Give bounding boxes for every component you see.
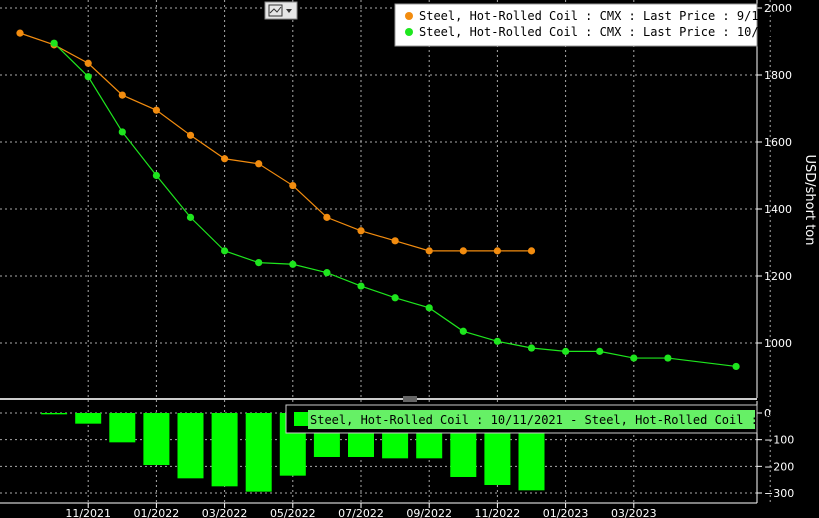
data-point bbox=[596, 347, 604, 355]
y-tick-label: −100 bbox=[764, 434, 794, 447]
data-point bbox=[664, 354, 672, 362]
series-line bbox=[53, 42, 737, 368]
bar bbox=[211, 413, 238, 487]
bar bbox=[143, 413, 170, 465]
legend-top: Steel, Hot-Rolled Coil : CMX : Last Pric… bbox=[394, 3, 809, 47]
y-axis-label: USD/short ton bbox=[802, 155, 817, 246]
data-point bbox=[459, 247, 467, 255]
data-point bbox=[323, 269, 331, 277]
data-point bbox=[357, 227, 365, 235]
data-point bbox=[221, 155, 229, 163]
data-point bbox=[732, 362, 740, 371]
x-tick-label: 01/2022 bbox=[134, 507, 180, 518]
data-point bbox=[152, 106, 160, 114]
data-point bbox=[84, 73, 92, 81]
legend-marker bbox=[405, 28, 413, 36]
data-point bbox=[50, 39, 58, 47]
data-point bbox=[186, 131, 195, 139]
data-point bbox=[255, 160, 263, 168]
bar bbox=[41, 413, 68, 415]
data-point bbox=[323, 213, 331, 221]
data-point bbox=[391, 237, 399, 245]
data-point bbox=[289, 181, 297, 190]
axis-layer: 1000 1200 1400 1600 1800 2000 0 −100 −200 −300 11/… bbox=[0, 0, 794, 518]
bar bbox=[245, 413, 272, 492]
legend-marker bbox=[405, 12, 413, 20]
bar bbox=[109, 413, 136, 443]
data-point bbox=[118, 128, 126, 136]
data-point bbox=[493, 337, 501, 345]
x-tick-label: 05/2022 bbox=[270, 507, 316, 518]
data-point bbox=[186, 213, 195, 221]
data-point bbox=[289, 260, 297, 268]
data-point bbox=[425, 247, 433, 255]
legend-box bbox=[394, 3, 758, 47]
chart-options-icon[interactable] bbox=[264, 1, 298, 20]
data-point bbox=[493, 247, 501, 255]
panel-resize-handle bbox=[403, 396, 417, 402]
data-point bbox=[16, 29, 24, 37]
data-point bbox=[630, 354, 638, 362]
data-point bbox=[152, 171, 160, 180]
data-point bbox=[562, 347, 570, 355]
x-tick-label: 09/2022 bbox=[406, 507, 452, 518]
data-point bbox=[527, 247, 536, 255]
y-tick-label: 0 bbox=[764, 407, 771, 420]
data-point bbox=[357, 282, 365, 290]
x-tick-label: 03/2022 bbox=[202, 507, 248, 518]
legend-label-background bbox=[308, 410, 755, 429]
x-tick-label: 01/2023 bbox=[543, 507, 589, 518]
legend-bottom: Steel, Hot-Rolled Coil : 10/11/2021 - St… bbox=[285, 404, 819, 434]
legend-label: Steel, Hot-Rolled Coil : CMX : Last Pric… bbox=[419, 25, 809, 39]
data-point bbox=[459, 327, 467, 335]
y-tick-label: 2000 bbox=[764, 2, 792, 15]
data-point bbox=[118, 91, 126, 99]
x-tick-label: 07/2022 bbox=[338, 507, 384, 518]
data-point bbox=[84, 59, 92, 67]
y-tick-label: −200 bbox=[764, 460, 794, 473]
y-tick-label: 1600 bbox=[764, 136, 792, 149]
y-tick-label: 1800 bbox=[764, 69, 792, 82]
data-point bbox=[255, 259, 263, 267]
data-point bbox=[221, 247, 229, 255]
y-tick-label: 1200 bbox=[764, 270, 792, 283]
legend-marker bbox=[294, 412, 308, 426]
data-point bbox=[425, 304, 433, 312]
legend-label: Steel, Hot-Rolled Coil : 10/11/2021 - St… bbox=[310, 413, 819, 427]
bar bbox=[75, 413, 102, 424]
x-tick-label: 03/2023 bbox=[611, 507, 657, 518]
series-line bbox=[19, 32, 532, 252]
data-point bbox=[391, 294, 399, 302]
y-tick-label: −300 bbox=[764, 487, 794, 500]
x-tick-label: 11/2021 bbox=[65, 507, 111, 518]
y-tick-label: 1000 bbox=[764, 337, 792, 350]
x-tick-label: 11/2022 bbox=[475, 507, 521, 518]
legend-label: Steel, Hot-Rolled Coil : CMX : Last Pric… bbox=[419, 9, 802, 23]
data-point bbox=[527, 344, 536, 352]
bar bbox=[177, 413, 204, 479]
y-tick-label: 1400 bbox=[764, 203, 792, 216]
